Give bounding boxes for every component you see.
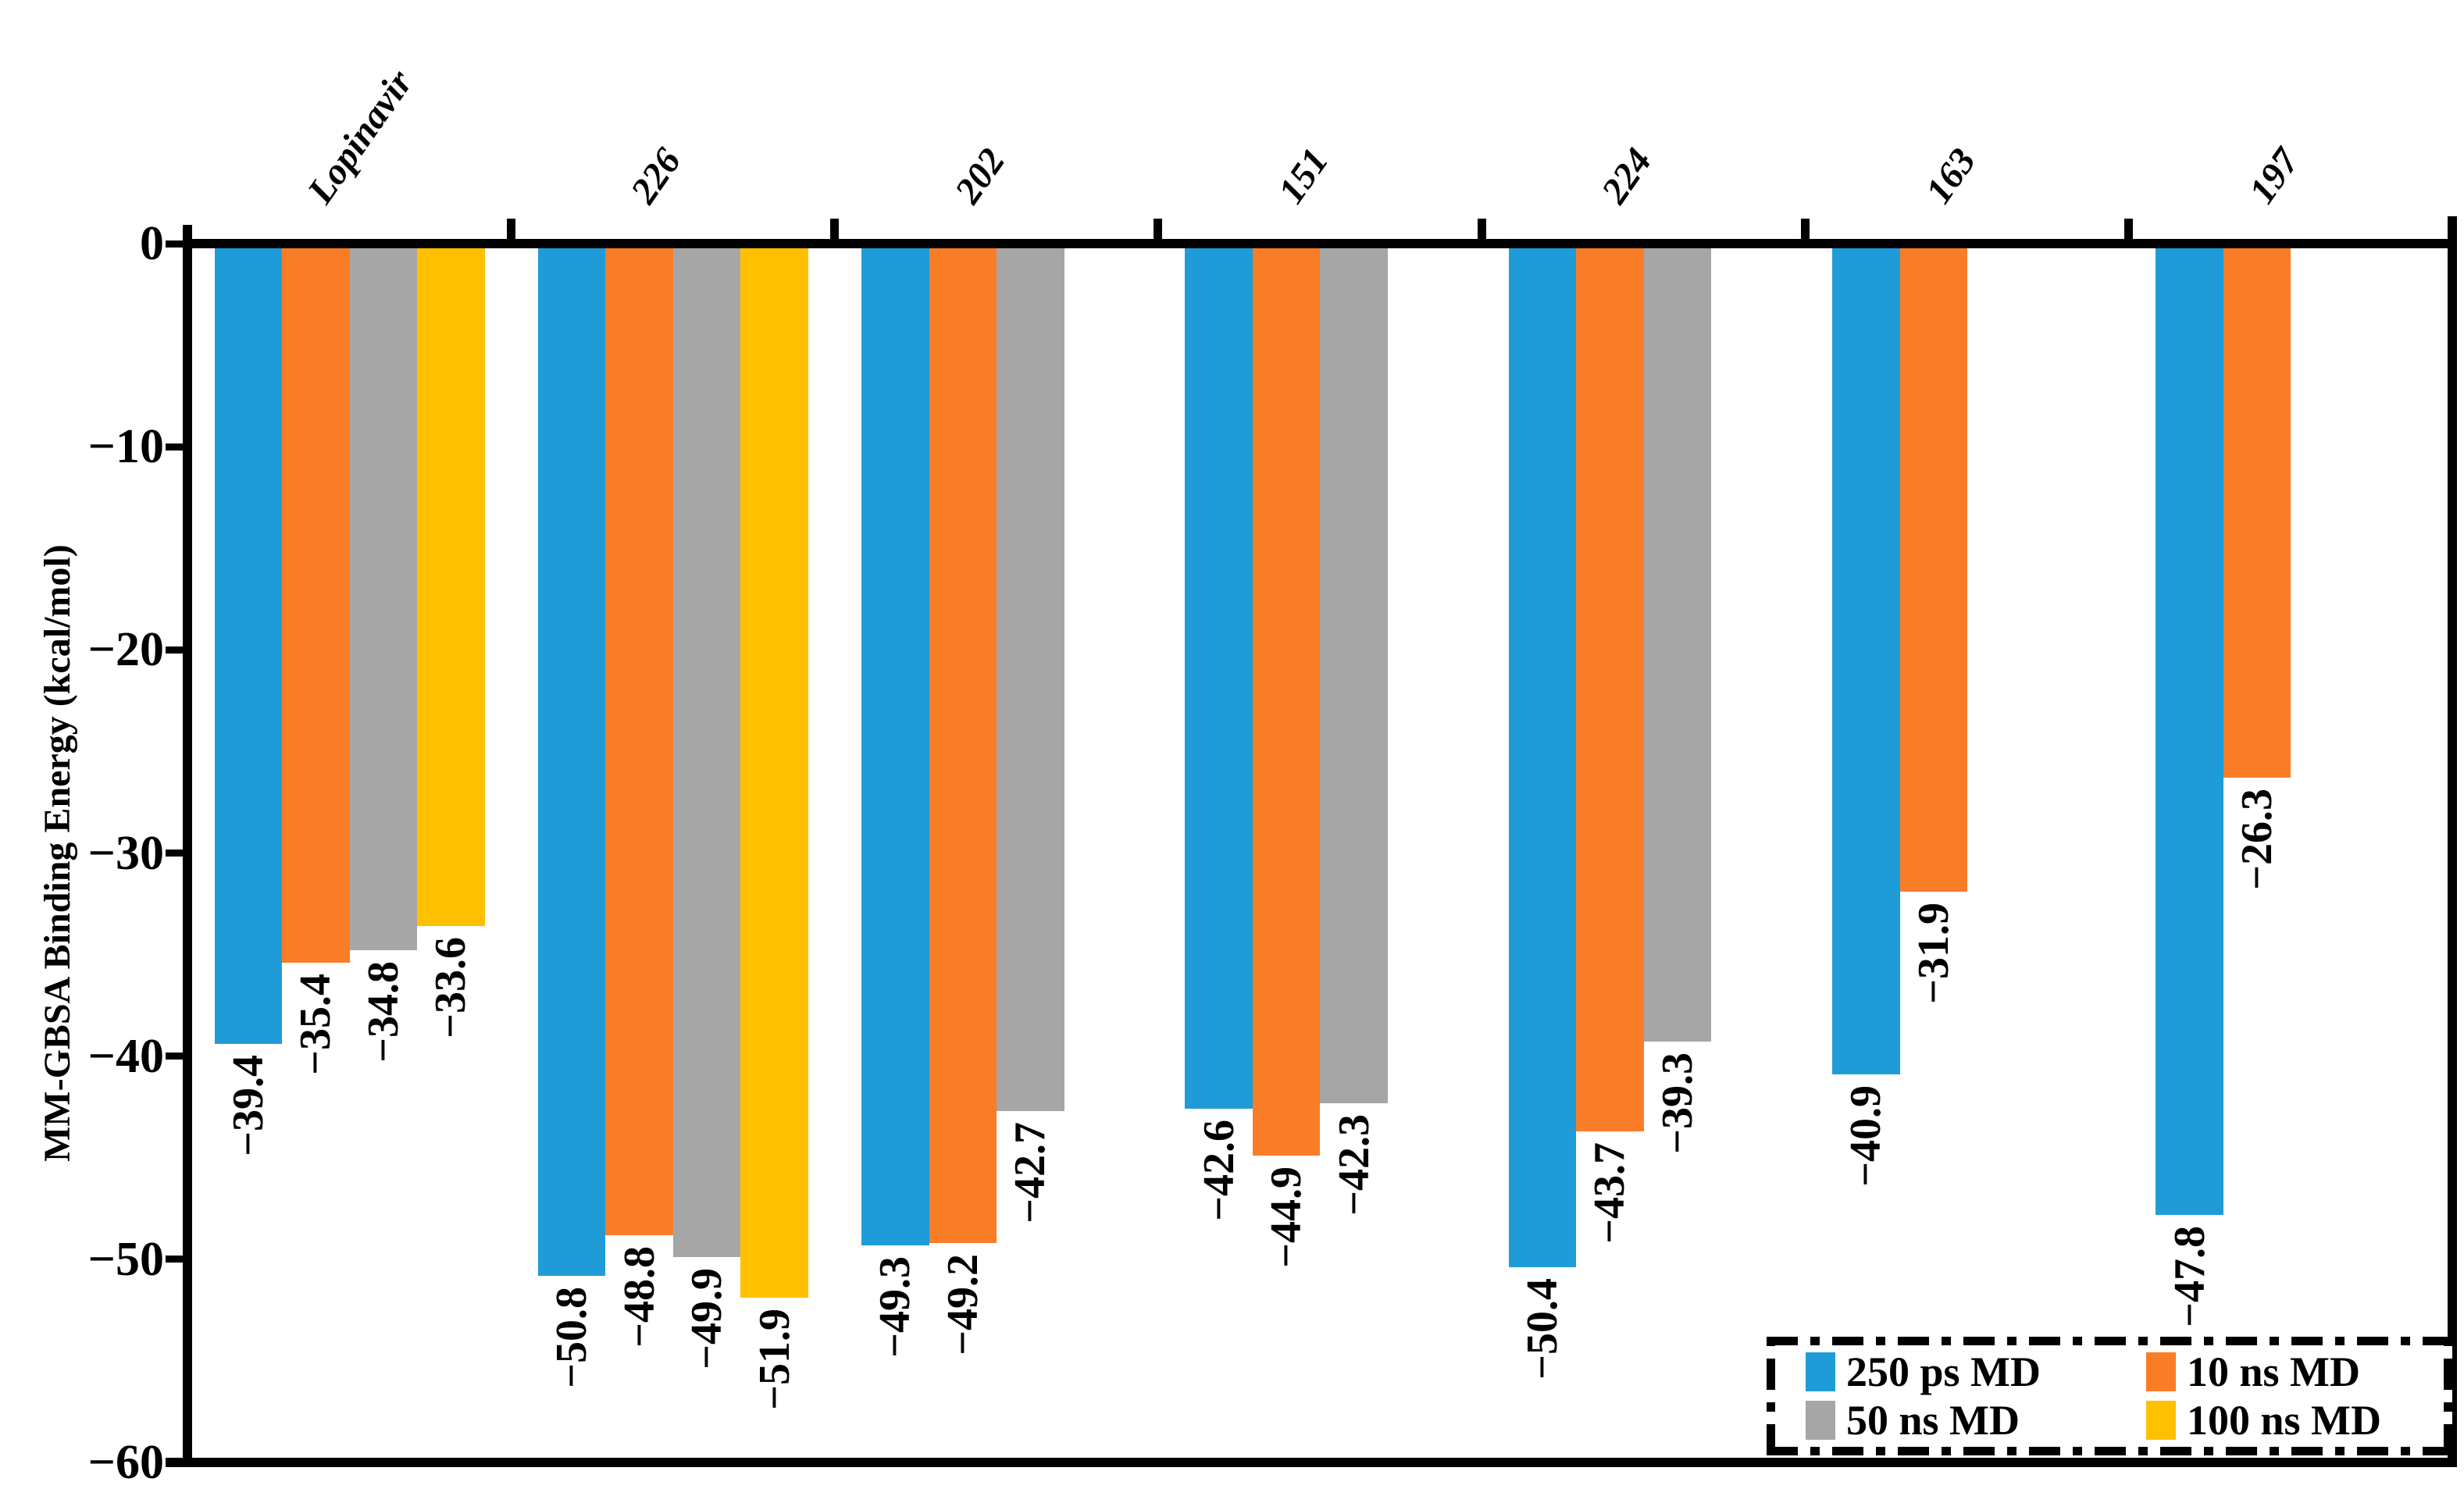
bar-value-label: −42.7: [1006, 1121, 1055, 1224]
legend-item: 50 ns MD: [1806, 1396, 2146, 1444]
bar-value-label: −42.3: [1329, 1113, 1378, 1216]
legend-label: 250 ps MD: [1846, 1348, 2041, 1395]
legend-swatch-icon: [2146, 1352, 2176, 1391]
bar-226-10-ns-MD: [605, 248, 673, 1235]
bar-163-10-ns-MD: [1899, 248, 1968, 892]
bar-value-label: −44.9: [1262, 1167, 1311, 1269]
legend: 250 ps MD 10 ns MD 50 ns MD 100 ns MD: [1767, 1337, 2452, 1455]
bar-Lopinavir-250-ps-MD: [214, 248, 283, 1045]
y-tick-label: −40: [87, 1029, 164, 1083]
bar-value-label: −33.6: [426, 937, 476, 1039]
bar-Lopinavir-10-ns-MD: [282, 248, 350, 963]
bar-224-250-ps-MD: [1508, 248, 1577, 1268]
bar-value-label: −49.9: [683, 1268, 732, 1370]
category-boundary-tick: [1154, 219, 1163, 239]
bar-163-250-ps-MD: [1832, 248, 1900, 1075]
category-label: 226: [623, 141, 690, 211]
y-tick-label: −60: [87, 1436, 164, 1489]
legend-border-bottom: [1767, 1447, 2452, 1455]
bar-202-10-ns-MD: [929, 248, 997, 1244]
bar-202-250-ps-MD: [861, 248, 929, 1245]
bar-value-label: −48.8: [615, 1245, 664, 1348]
y-axis-line: [183, 225, 192, 1467]
bar-224-10-ns-MD: [1576, 248, 1644, 1131]
bar-197-250-ps-MD: [2156, 248, 2223, 1215]
y-tick-label: −10: [87, 420, 164, 474]
legend-label: 100 ns MD: [2187, 1397, 2382, 1444]
bar-value-label: −50.8: [547, 1286, 597, 1388]
category-boundary-tick: [1477, 219, 1486, 239]
category-boundary-tick: [2124, 219, 2134, 239]
bar-202-50-ns-MD: [997, 248, 1064, 1111]
legend-item: 250 ps MD: [1806, 1348, 2146, 1396]
right-border-line: [2448, 216, 2457, 1467]
bar-151-10-ns-MD: [1252, 248, 1321, 1156]
bar-value-label: −50.4: [1517, 1278, 1567, 1380]
category-boundary-tick: [1800, 219, 1810, 239]
category-label: 151: [1270, 141, 1337, 211]
category-label: 163: [1917, 141, 1984, 211]
bar-value-label: −26.3: [2233, 789, 2282, 891]
y-tick-label: −30: [87, 826, 164, 880]
y-tick: [166, 1256, 187, 1263]
bar-226-100-ns-MD: [740, 248, 808, 1298]
legend-item: 100 ns MD: [2146, 1396, 2437, 1444]
bar-value-label: −39.4: [223, 1055, 273, 1156]
y-tick-label: −50: [87, 1232, 164, 1286]
legend-items: 250 ps MD 10 ns MD 50 ns MD 100 ns MD: [1806, 1348, 2437, 1448]
bar-value-label: −49.3: [871, 1256, 920, 1358]
y-tick: [166, 1053, 187, 1060]
bar-value-label: −49.2: [938, 1254, 987, 1355]
bar-151-50-ns-MD: [1320, 248, 1388, 1103]
bar-197-10-ns-MD: [2223, 248, 2291, 778]
legend-label: 50 ns MD: [1846, 1397, 2020, 1444]
legend-swatch-icon: [1806, 1401, 1835, 1440]
legend-label: 10 ns MD: [2187, 1348, 2361, 1395]
legend-border-right: [2444, 1337, 2452, 1455]
legend-swatch-icon: [2146, 1401, 2176, 1440]
y-tick: [166, 443, 187, 451]
bar-224-50-ns-MD: [1643, 248, 1712, 1042]
bar-226-50-ns-MD: [672, 248, 741, 1258]
y-tick: [166, 850, 187, 857]
y-axis-title: MM-GBSA Binding Energy (kcal/mol): [37, 544, 78, 1162]
category-boundary-tick: [506, 219, 515, 239]
legend-item: 10 ns MD: [2146, 1348, 2437, 1396]
bar-value-label: −35.4: [291, 973, 341, 1075]
legend-border-top: [1767, 1337, 2452, 1345]
y-tick: [166, 646, 187, 654]
bar-value-label: −42.6: [1194, 1120, 1243, 1222]
bar-value-label: −34.8: [358, 961, 408, 1063]
y-tick-label: 0: [140, 217, 164, 270]
bar-226-250-ps-MD: [537, 248, 606, 1276]
y-tick: [166, 240, 187, 248]
y-tick-label: −20: [87, 623, 164, 677]
x-axis-top-line: [183, 239, 2457, 248]
legend-swatch-icon: [1806, 1352, 1835, 1391]
bar-Lopinavir-50-ns-MD: [349, 248, 418, 951]
bar-value-label: −31.9: [1909, 902, 1958, 1004]
bar-value-label: −43.7: [1585, 1142, 1635, 1244]
category-label: 224: [1593, 141, 1660, 211]
bar-value-label: −40.9: [1842, 1085, 1891, 1187]
y-tick: [166, 1459, 187, 1466]
category-label: 202: [947, 141, 1014, 211]
category-label: 197: [2241, 141, 2308, 211]
bar-value-label: −51.9: [750, 1309, 799, 1411]
category-boundary-tick: [830, 219, 840, 239]
category-label: Lopinavir: [299, 62, 421, 211]
x-axis-bottom-line: [166, 1458, 2457, 1467]
legend-border-left: [1767, 1337, 1775, 1455]
bar-value-label: −47.8: [2165, 1225, 2214, 1327]
bar-Lopinavir-100-ns-MD: [417, 248, 485, 927]
bar-151-250-ps-MD: [1185, 248, 1253, 1110]
bar-value-label: −39.3: [1653, 1053, 1702, 1155]
